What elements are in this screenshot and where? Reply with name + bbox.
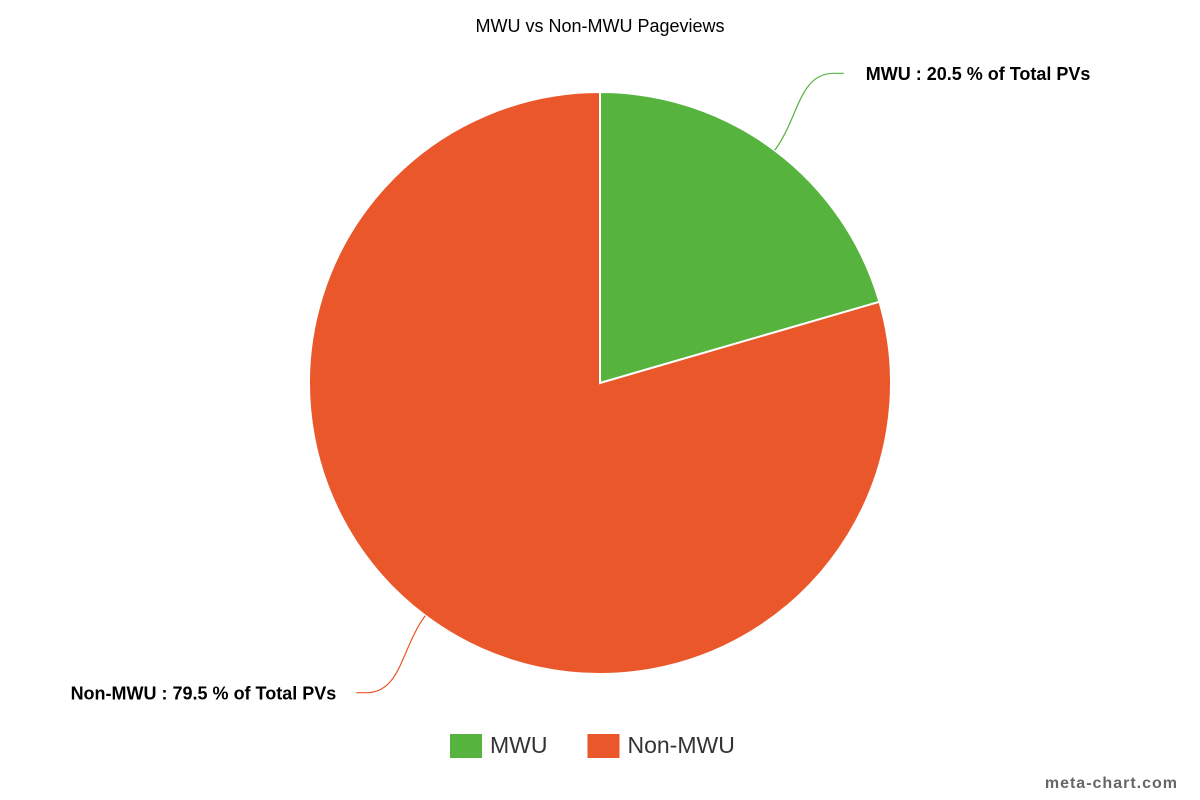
legend-label: MWU [490,732,547,758]
legend-swatch [587,734,620,758]
data-label: Non-MWU : 79.5 % of Total PVs [71,683,337,703]
label-connector [356,615,426,694]
pie-slice [599,90,881,385]
credit: meta-chart.com [1045,775,1178,792]
label-connector [774,72,844,151]
legend-swatch [450,734,482,758]
chart-title: MWU vs Non-MWU Pageviews [475,16,724,36]
legend-label: Non-MWU [627,732,734,758]
pie-slice [308,90,892,675]
data-label: MWU : 20.5 % of Total PVs [866,64,1091,84]
